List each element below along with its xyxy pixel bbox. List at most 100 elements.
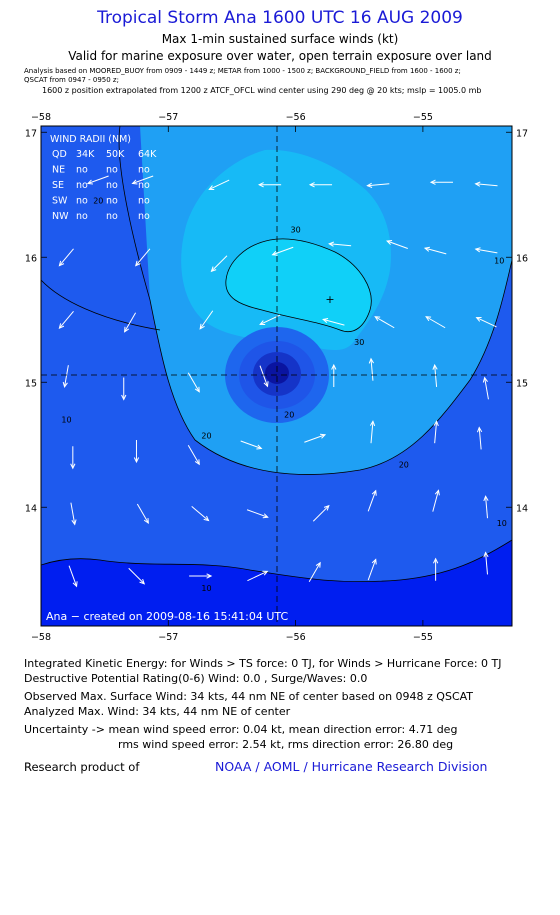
wind-arrow	[131, 175, 154, 185]
contour-line-30kt	[225, 238, 372, 332]
wind-arrow	[191, 506, 210, 522]
research-product-label: Research product of	[24, 760, 140, 774]
wind-arrow	[367, 489, 377, 512]
created-label: Ana − created on 2009-08-16 15:41:04 UTC	[46, 610, 288, 623]
wind-arrow	[247, 570, 269, 582]
contour-label: 20	[93, 197, 103, 206]
wind-arrow	[187, 372, 200, 393]
wind-arrow-head	[62, 381, 68, 388]
wind-arrow-head	[133, 457, 140, 464]
wind-arrow	[386, 239, 408, 249]
analysis-sources: Analysis based on MOORED_BUOY from 0909 …	[24, 67, 544, 85]
wind-radii-header-cell: 34K	[76, 149, 95, 160]
y-tick-label-right: 14	[516, 503, 528, 514]
wind-arrow	[259, 365, 269, 388]
wind-arrow	[308, 561, 321, 583]
y-tick-label-left: 16	[25, 253, 37, 264]
wind-arrow-head	[483, 495, 489, 502]
ike-text: Integrated Kinetic Energy: for Winds > T…	[24, 657, 502, 670]
contour-labels: 30 30 20 20 20 20 10 10 10 10	[61, 197, 507, 594]
wind-arrow-shaft	[424, 247, 447, 255]
wind-arrow-head	[368, 357, 375, 364]
wind-arrow	[133, 440, 140, 464]
wind-arrow-head	[315, 561, 321, 568]
wind-arrow-head	[476, 426, 483, 433]
wind-arrow-head	[323, 504, 330, 511]
wind-arrow	[210, 255, 228, 273]
contour-label: 30	[291, 225, 301, 234]
contour-label: 10	[201, 584, 211, 593]
wind-arrow	[121, 377, 127, 401]
wind-arrow-head	[263, 381, 269, 388]
position-note: 1600 z position extrapolated from 1200 z…	[42, 86, 482, 95]
y-tick-label-right: 17	[516, 128, 528, 139]
wind-arrow-head	[432, 363, 438, 370]
wind-radii-cell: no	[106, 165, 118, 176]
wind-arrow-head	[72, 581, 78, 588]
wind-radii-header-cell: QD	[52, 149, 67, 160]
wind-arrow-head	[366, 182, 373, 188]
wind-arrow-head	[322, 317, 329, 324]
wind-radii-cell: no	[106, 211, 118, 222]
wind-arrow	[374, 316, 395, 329]
wind-arrow-shaft	[128, 567, 145, 585]
wind-radii-cell: no	[138, 180, 150, 191]
wind-arrow-head	[259, 320, 266, 325]
wind-arrow	[86, 175, 109, 185]
wind-arrow-shaft	[374, 316, 395, 329]
analysis-line-2: QSCAT from 0947 - 0950 z;	[24, 76, 119, 84]
wind-arrow-head	[206, 573, 213, 579]
wind-arrow	[308, 182, 333, 188]
contour-line-10kt-south	[41, 539, 512, 583]
wind-arrow	[482, 376, 489, 400]
wind-arrow-shaft	[484, 377, 489, 400]
wind-arrow-shaft	[87, 175, 109, 184]
wind-arrow-head	[86, 179, 93, 185]
uncertainty-line-2: rms wind speed error: 2.54 kt, rms direc…	[118, 738, 454, 751]
wind-arrow-head	[434, 489, 440, 496]
wind-arrow-head	[139, 578, 146, 585]
wind-arrow	[425, 316, 446, 329]
wind-arrow	[476, 426, 483, 450]
wind-arrow-head	[194, 386, 200, 393]
wind-arrow-head	[423, 246, 431, 252]
x-tick-label-top: −56	[286, 112, 306, 123]
wind-arrow-head	[386, 239, 393, 245]
wind-arrow-shaft	[136, 503, 149, 524]
analyzed-max-text: Analyzed Max. Wind: 34 kts, 44 nm NE of …	[24, 705, 291, 718]
chart-subtitle-validity: Valid for marine exposure over water, op…	[68, 49, 492, 63]
wind-arrow-head	[194, 459, 200, 466]
contour-line-20kt	[118, 126, 512, 475]
wind-radii-cell: SW	[52, 196, 68, 207]
wind-arrow-head	[135, 260, 141, 267]
wind-arrow-head	[210, 266, 217, 273]
wind-arrow-shaft	[209, 179, 230, 190]
wind-arrow-shaft	[485, 552, 488, 575]
wind-arrow	[367, 558, 377, 581]
contour-label: 20	[399, 460, 409, 469]
wind-arrow-shaft	[323, 318, 345, 326]
axis-ticks: −58 −58 −57 −57 −56 −56 −55 −55 17 17 16 16 15 15 14 14	[25, 112, 528, 643]
wind-arrow	[124, 312, 137, 333]
wind-arrow	[322, 317, 345, 326]
wind-arrow-head	[331, 363, 337, 370]
wind-arrow	[208, 179, 230, 190]
x-tick-label-top: −55	[413, 112, 433, 123]
wind-arrow	[189, 573, 213, 579]
y-tick-label-left: 15	[25, 378, 37, 389]
wind-radii-cell: no	[76, 196, 88, 207]
chart-title: Tropical Storm Ana 1600 UTC 16 AUG 2009	[97, 8, 463, 28]
wind-arrow-head	[429, 179, 436, 185]
contour-lines	[41, 126, 512, 583]
wind-arrow	[128, 567, 146, 585]
wind-arrow-shaft	[386, 240, 408, 249]
wind-arrow	[58, 311, 74, 330]
uncertainty-line-1: Uncertainty -> mean wind speed error: 0.…	[24, 723, 458, 736]
wind-radii-cell: no	[106, 180, 118, 191]
wind-arrow-head	[208, 185, 215, 190]
noaa-aoml-link[interactable]: NOAA / AOML / Hurricane Research Divisio…	[215, 759, 488, 774]
wind-arrow	[432, 557, 439, 581]
wind-arrow-shaft	[124, 312, 137, 333]
wind-arrow-shaft	[367, 183, 390, 187]
